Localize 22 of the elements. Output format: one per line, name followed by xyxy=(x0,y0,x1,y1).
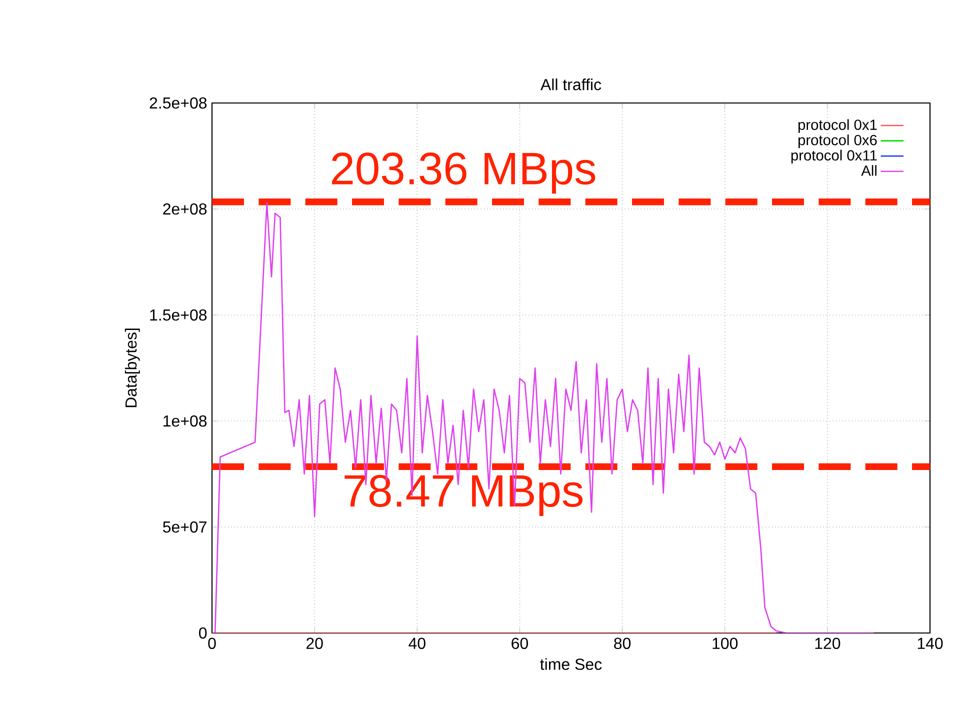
y-axis-title: Data[bytes] xyxy=(124,328,140,408)
y-tick-label: 2e+08 xyxy=(163,203,207,215)
y-tick-label: 5e+07 xyxy=(163,521,206,533)
x-tick-label: 80 xyxy=(614,638,631,650)
legend-label: All xyxy=(861,165,876,176)
legend-label: protocol 0x11 xyxy=(791,150,877,164)
x-tick-label: 20 xyxy=(306,638,323,650)
chart-title: All traffic xyxy=(540,78,602,90)
ref-line-label: 203.36 MBps xyxy=(332,152,596,194)
x-tick-label: 60 xyxy=(512,638,528,650)
x-tick-label: 120 xyxy=(815,638,840,650)
y-tick-label: 2.5e+08 xyxy=(150,97,207,109)
x-tick-label: 100 xyxy=(712,638,738,650)
y-tick-label: 0 xyxy=(199,627,207,639)
y-tick-label: 1.5e+08 xyxy=(150,309,207,321)
x-tick-label: 0 xyxy=(208,638,216,650)
y-tick-label: 1e+08 xyxy=(164,415,207,427)
x-tick-label: 40 xyxy=(408,638,426,650)
legend-label: protocol 0x6 xyxy=(798,134,877,148)
x-axis-title: time Sec xyxy=(540,658,602,670)
x-tick-label: 140 xyxy=(918,638,943,650)
legend-label: protocol 0x1 xyxy=(798,119,877,133)
